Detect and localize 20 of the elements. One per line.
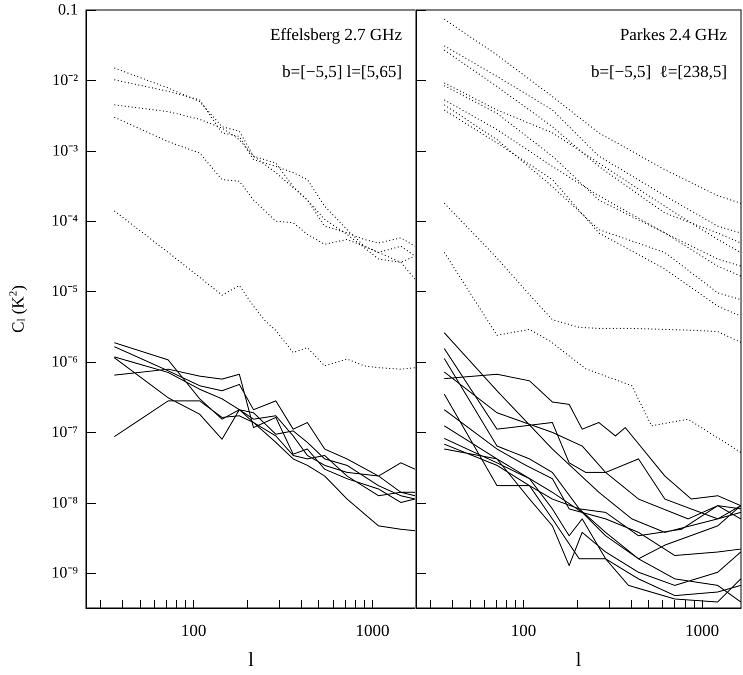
y-tick-label: 10⁻³ — [52, 142, 78, 160]
annotation: b=[−5,5] ℓ=[238,5] — [590, 62, 727, 81]
x-tick-label: 100 — [510, 621, 536, 640]
y-tick-label: 10⁻² — [52, 72, 78, 89]
annotation: b=[−5,5] l=[5,65] — [282, 62, 402, 81]
y-tick-label: 10⁻⁴ — [51, 212, 78, 230]
y-tick-label: 10⁻⁸ — [51, 494, 78, 512]
x-axis-title: l — [248, 649, 254, 671]
y-tick-label: 10⁻⁷ — [51, 424, 78, 441]
y-tick-label: 10⁻⁵ — [51, 283, 78, 300]
annotation: Effelsberg 2.7 GHz — [270, 25, 402, 44]
annotation: Parkes 2.4 GHz — [620, 25, 728, 44]
y-tick-label: 10⁻⁶ — [51, 353, 78, 370]
y-tick-label: 10⁻⁹ — [51, 564, 78, 582]
y-axis-title: Cl (K2) — [8, 285, 28, 333]
y-tick-label: 0.1 — [58, 2, 78, 18]
x-tick-label: 100 — [180, 621, 206, 640]
x-tick-label: 1000 — [356, 621, 390, 640]
x-tick-label: 1000 — [685, 621, 720, 640]
x-axis-title: l — [576, 649, 582, 671]
